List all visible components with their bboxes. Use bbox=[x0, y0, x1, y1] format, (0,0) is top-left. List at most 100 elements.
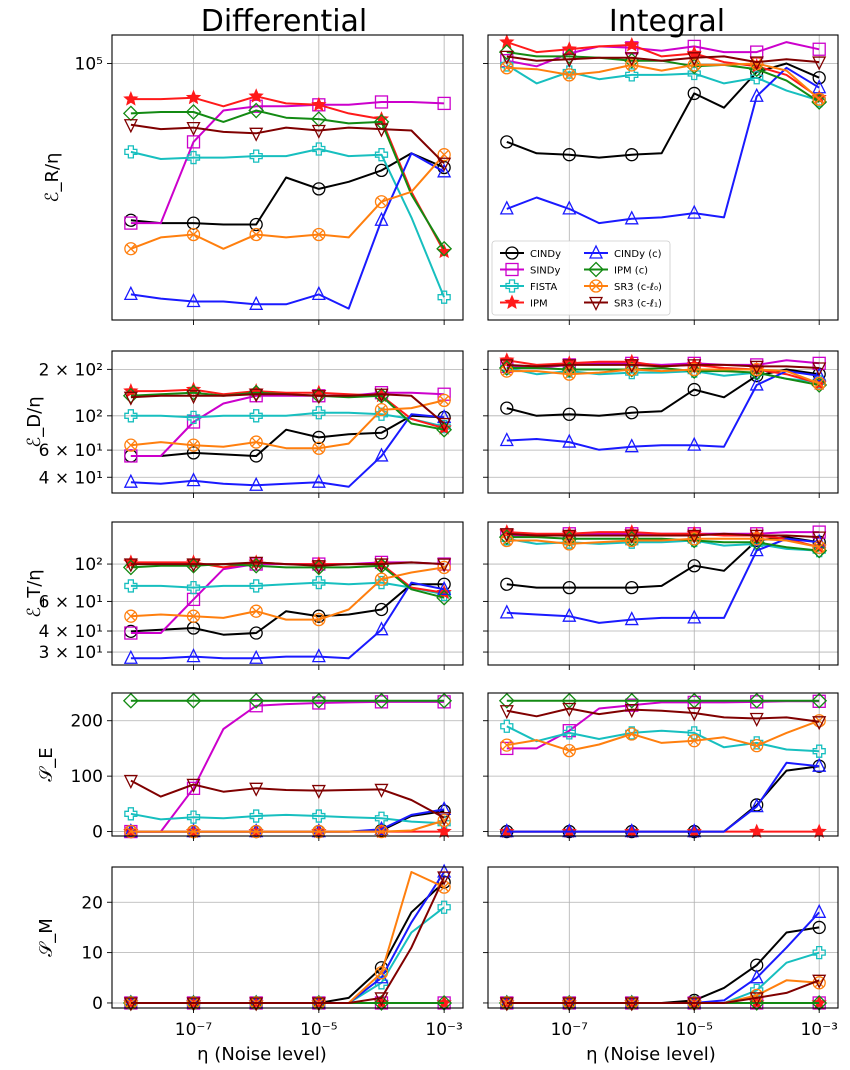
data-point-cindyc bbox=[123, 473, 138, 488]
data-point-sr3l0 bbox=[750, 739, 764, 753]
series-line-sr3l0 bbox=[506, 62, 820, 100]
data-point-sr3l1 bbox=[437, 812, 452, 827]
data-point-sr3l0 bbox=[374, 195, 389, 209]
data-point-sr3l0 bbox=[312, 441, 326, 455]
series-line-cindy bbox=[130, 152, 445, 226]
series-line-cindy bbox=[506, 926, 820, 1004]
data-point-sr3l1 bbox=[749, 56, 764, 71]
data-point-sr3l0 bbox=[312, 227, 326, 242]
data-point-ipm bbox=[311, 96, 327, 112]
data-point-sr3l0 bbox=[625, 727, 639, 741]
data-point-sr3l0 bbox=[186, 227, 201, 242]
data-point-sr3l1 bbox=[186, 558, 201, 573]
data-point-sr3l1 bbox=[749, 529, 764, 544]
data-point-cindy bbox=[249, 217, 263, 232]
data-point-cindyc bbox=[249, 649, 264, 664]
data-point-ipmc bbox=[623, 361, 640, 378]
series-line-sindy bbox=[130, 391, 445, 457]
data-point-ipmc bbox=[811, 692, 828, 709]
y-tick-label: 0 bbox=[92, 994, 103, 1014]
data-point-cindyc bbox=[624, 823, 639, 838]
axes-frame bbox=[111, 866, 464, 1009]
series-line-sindy bbox=[130, 561, 445, 634]
y-tick-label: 6 × 10¹ bbox=[39, 441, 103, 461]
axes-frame bbox=[487, 34, 839, 321]
axes-frame bbox=[487, 350, 839, 494]
data-point-cindy bbox=[687, 559, 701, 573]
legend-label-ipmc: IPM (c) bbox=[614, 266, 648, 277]
column-title-differential: Differential bbox=[201, 4, 368, 39]
data-point-sr3l1 bbox=[186, 121, 201, 137]
data-point-sr3l0 bbox=[124, 824, 138, 839]
data-point-sr3l1 bbox=[311, 784, 326, 800]
data-point-cindy bbox=[687, 86, 701, 101]
data-point-fista bbox=[124, 807, 138, 821]
data-point-fista bbox=[186, 150, 201, 165]
legend-marker-ipmc bbox=[588, 261, 604, 278]
data-point-sr3l1 bbox=[123, 997, 138, 1012]
series-line-fista bbox=[130, 812, 445, 825]
legend-label-cindy: CINDy bbox=[530, 249, 561, 260]
legend-marker-fista bbox=[505, 279, 519, 293]
data-point-sindy bbox=[186, 415, 201, 429]
series-line-sr3l0 bbox=[130, 154, 445, 250]
data-point-ipmc bbox=[623, 692, 640, 709]
data-point-sr3l0 bbox=[124, 242, 138, 256]
data-point-cindyc bbox=[812, 903, 827, 918]
data-point-cindyc bbox=[249, 823, 264, 838]
data-point-sr3l1 bbox=[499, 359, 514, 374]
data-point-fista bbox=[374, 811, 389, 825]
data-point-fista bbox=[374, 976, 389, 990]
data-point-cindy bbox=[312, 430, 326, 445]
data-point-ipm bbox=[811, 823, 827, 839]
panel-1-0: 2 × 10² 10² 6 × 10¹ 4 × 10¹ bbox=[39, 350, 464, 498]
data-point-cindy bbox=[374, 602, 389, 617]
data-point-fista bbox=[312, 575, 326, 590]
data-point-ipmc bbox=[185, 692, 202, 709]
data-point-sr3l1 bbox=[123, 774, 138, 790]
data-point-sr3l1 bbox=[499, 528, 514, 543]
data-point-sr3l1 bbox=[562, 997, 577, 1012]
data-point-sindy bbox=[812, 42, 826, 56]
data-point-sindy bbox=[374, 95, 389, 109]
series-line-sindy bbox=[130, 700, 445, 833]
data-point-sr3l0 bbox=[374, 966, 389, 980]
data-point-ipmc bbox=[436, 589, 453, 606]
data-point-ipmc bbox=[248, 692, 265, 709]
series-line-cindyc bbox=[506, 370, 820, 451]
y-tick-label: 10⁵ bbox=[75, 55, 103, 75]
data-point-sr3l1 bbox=[624, 359, 639, 374]
series-line-sr3l0 bbox=[130, 566, 445, 621]
data-point-fista bbox=[249, 579, 263, 593]
data-point-sr3l1 bbox=[311, 997, 326, 1012]
series-line-sr3l1 bbox=[130, 561, 445, 567]
data-point-fista bbox=[124, 145, 138, 159]
data-point-cindyc bbox=[624, 438, 639, 453]
series-line-fista bbox=[506, 725, 820, 753]
data-point-cindy bbox=[312, 609, 326, 623]
panel-0-0: 10⁵ bbox=[75, 34, 464, 325]
data-point-ipmc bbox=[748, 995, 765, 1011]
data-point-cindyc bbox=[687, 204, 702, 219]
data-point-cindyc bbox=[499, 200, 514, 215]
data-point-ipm bbox=[123, 91, 139, 106]
data-point-sr3l1 bbox=[374, 992, 389, 1007]
data-point-sr3l1 bbox=[812, 716, 827, 731]
series-line-cindyc bbox=[130, 581, 445, 660]
data-point-ipm bbox=[749, 823, 765, 839]
data-point-cindyc bbox=[249, 476, 264, 491]
data-point-sr3l1 bbox=[499, 997, 514, 1012]
data-point-cindy bbox=[625, 148, 639, 162]
data-point-sr3l1 bbox=[437, 871, 452, 886]
data-point-cindyc bbox=[374, 447, 389, 462]
data-point-fista bbox=[500, 719, 514, 733]
data-point-cindyc bbox=[311, 285, 326, 301]
legend-marker-sr3l1 bbox=[588, 296, 604, 311]
panel-1-1 bbox=[483, 350, 839, 498]
data-point-cindy bbox=[249, 626, 263, 640]
data-point-cindyc bbox=[749, 798, 764, 813]
data-point-ipmc bbox=[498, 44, 515, 61]
series-line-sr3l1 bbox=[506, 363, 820, 369]
series-line-sr3l1 bbox=[506, 55, 820, 64]
panel-4-0: 0 10 20 10⁻⁷ 10⁻⁵ 10⁻³ bbox=[81, 863, 464, 1040]
